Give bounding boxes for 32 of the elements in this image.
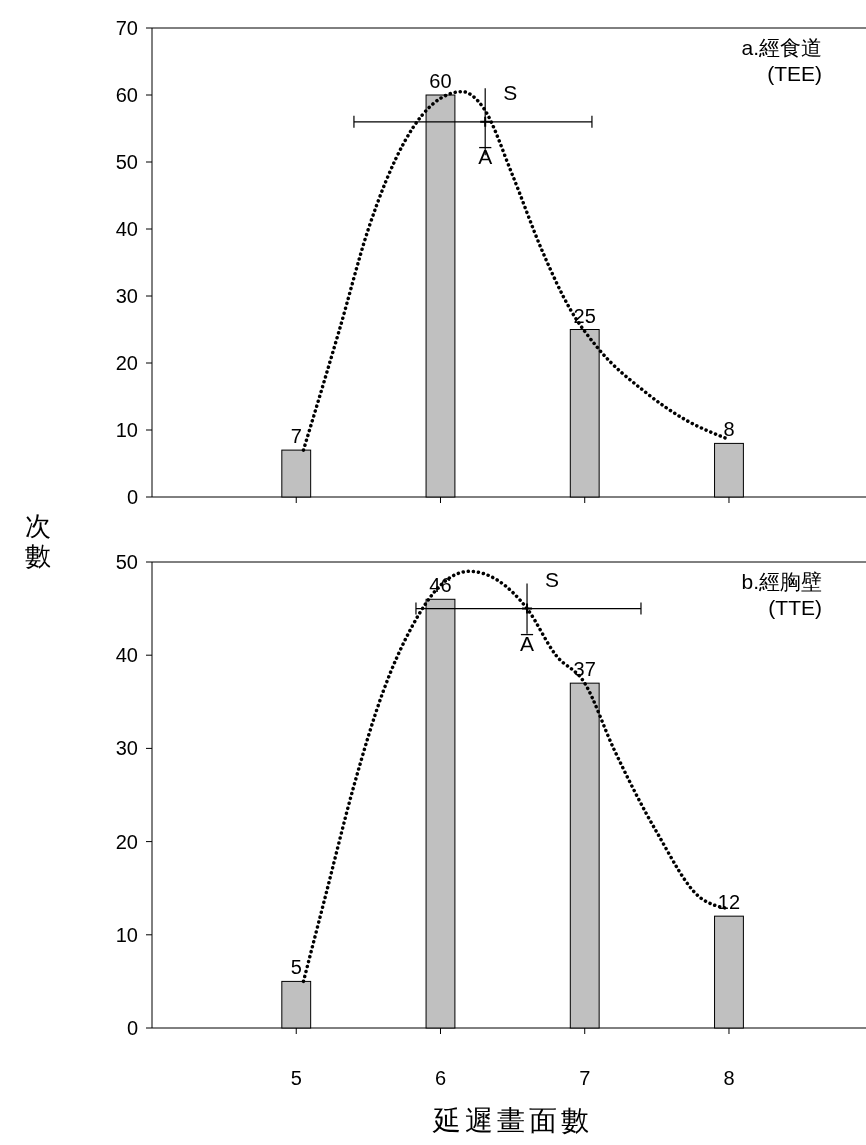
y-tick-label: 40 [115, 218, 138, 240]
y-tick-label: 10 [115, 923, 138, 946]
annotation: b.經胸壁 (TTE) [741, 570, 822, 619]
y-tick-label: 30 [115, 285, 138, 307]
y-tick-label: 40 [115, 644, 138, 667]
x-tick-label: 8 [723, 1067, 735, 1089]
data-label: 5 [290, 956, 302, 979]
annotation: A̅ [520, 631, 535, 655]
data-label: 60 [429, 70, 452, 92]
data-label: 8 [723, 418, 735, 441]
y-tick-label: 0 [126, 1017, 138, 1039]
y-axis-title: 次數 [25, 511, 51, 571]
y-tick-label: 50 [115, 551, 138, 573]
annotation: S [503, 80, 518, 104]
data-label: 25 [573, 304, 596, 327]
data-label: 37 [573, 658, 596, 681]
y-tick-label: 20 [115, 830, 138, 853]
y-tick-label: 60 [115, 84, 138, 106]
annotation: A̅ [478, 144, 493, 168]
annotation: S [545, 567, 560, 591]
y-tick-label: 50 [115, 151, 138, 173]
y-tick-label: 0 [126, 486, 138, 508]
y-tick-label: 70 [115, 17, 138, 39]
data-label: 7 [290, 425, 302, 448]
annotation: a.經食道 (TEE) [741, 36, 822, 85]
y-tick-label: 20 [115, 352, 138, 374]
x-axis-title: 延遲畫面數 [431, 1104, 593, 1137]
x-tick-label: 7 [579, 1067, 591, 1089]
y-tick-label: 10 [115, 419, 138, 441]
x-tick-label: 6 [434, 1067, 447, 1089]
y-tick-label: 30 [115, 737, 138, 760]
x-tick-label: 5 [290, 1067, 302, 1089]
